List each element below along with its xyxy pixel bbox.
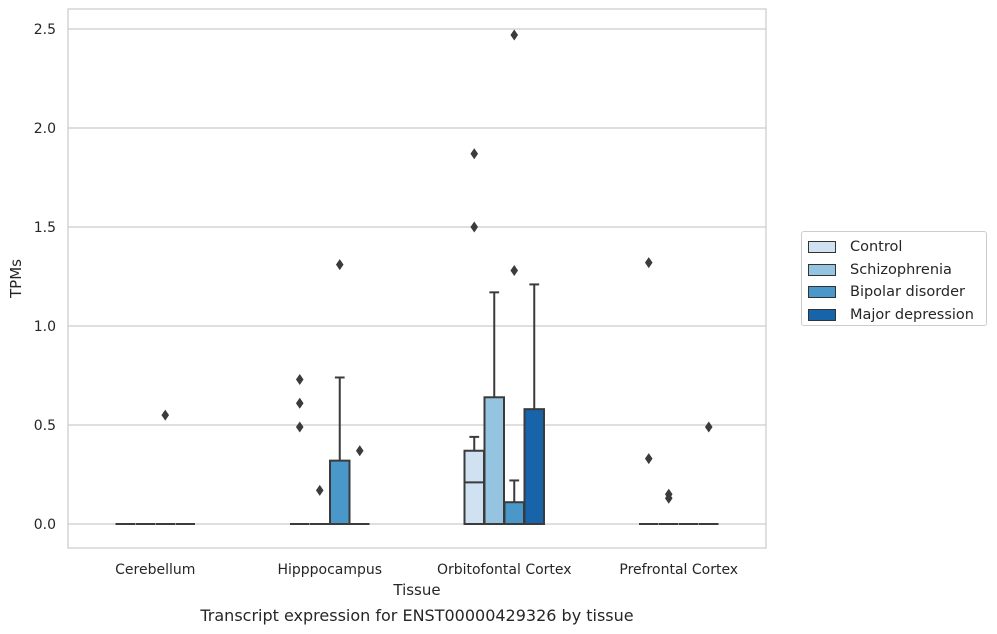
- y-tick-label: 2.5: [34, 22, 56, 38]
- legend-swatch: [808, 308, 836, 321]
- x-tick-labels: Cerebellum Hipppocampus Orbitofontal Corte…: [115, 562, 738, 578]
- box-control: [639, 257, 659, 525]
- plot-frame: [67, 8, 767, 549]
- box-control: [463, 148, 485, 525]
- y-tick-label: 1.5: [34, 220, 56, 236]
- legend-label: Control: [850, 239, 903, 256]
- outlier-point: [510, 29, 519, 41]
- box-schizophrenia: [483, 291, 505, 525]
- x-axis-label: Tissue: [392, 581, 440, 599]
- y-tick-labels: 0.0 0.5 1.0 1.5 2.0 2.5: [34, 22, 56, 533]
- y-tick-label: 0.5: [34, 418, 56, 434]
- outlier-point: [295, 373, 304, 385]
- legend-swatch: [808, 241, 836, 254]
- box-major-depression: [523, 283, 545, 525]
- box-rect: [483, 396, 505, 525]
- box-schizophrenia: [659, 488, 679, 525]
- outlier-point: [704, 421, 713, 433]
- outlier-point: [161, 409, 170, 421]
- legend-item: Schizophrenia: [808, 259, 986, 282]
- y-tick-label: 1.0: [34, 319, 56, 335]
- outlier-point: [644, 453, 653, 465]
- outlier-point: [355, 445, 364, 457]
- legend-label: Major depression: [850, 306, 974, 323]
- y-axis-label: TPMs: [7, 259, 25, 299]
- x-tick-label: Prefrontal Cortex: [619, 562, 738, 578]
- box-series: [115, 29, 719, 526]
- outlier-point: [470, 221, 479, 233]
- box-major-depression: [350, 445, 370, 525]
- x-tick-label: Hipppocampus: [277, 562, 382, 578]
- box-control: [290, 373, 310, 525]
- x-tick-label: Cerebellum: [115, 562, 195, 578]
- chart-caption: Transcript expression for ENST0000042932…: [200, 606, 634, 625]
- box-rect: [463, 449, 485, 525]
- box-rect: [503, 501, 525, 526]
- box-bipolar-disorder: [329, 259, 351, 526]
- outlier-point: [315, 484, 324, 496]
- box-major-depression: [699, 421, 719, 525]
- legend-swatch: [808, 286, 836, 299]
- legend-swatch: [808, 263, 836, 276]
- grid-lines: [68, 28, 766, 525]
- legend-label: Schizophrenia: [850, 261, 952, 278]
- box-bipolar-disorder: [503, 29, 525, 526]
- outlier-point: [295, 421, 304, 433]
- outlier-point: [295, 397, 304, 409]
- outlier-point: [470, 148, 479, 160]
- y-tick-label: 2.0: [34, 121, 56, 137]
- legend: Control Schizophrenia Bipolar disorder Majo…: [801, 231, 987, 326]
- legend-item: Control: [808, 236, 986, 259]
- legend-item: Major depression: [808, 304, 986, 327]
- legend-item: Bipolar disorder: [808, 281, 986, 304]
- box-schizophrenia: [310, 484, 330, 525]
- outlier-point: [644, 257, 653, 269]
- box-rect: [329, 459, 351, 526]
- legend-label: Bipolar disorder: [850, 284, 965, 301]
- box-bipolar-disorder: [155, 409, 175, 525]
- outlier-point: [664, 488, 673, 500]
- y-tick-label: 0.0: [34, 517, 56, 533]
- x-tick-label: Orbitofontal Cortex: [437, 562, 572, 578]
- outlier-point: [510, 265, 519, 277]
- box-rect: [523, 408, 545, 525]
- outlier-point: [335, 259, 344, 271]
